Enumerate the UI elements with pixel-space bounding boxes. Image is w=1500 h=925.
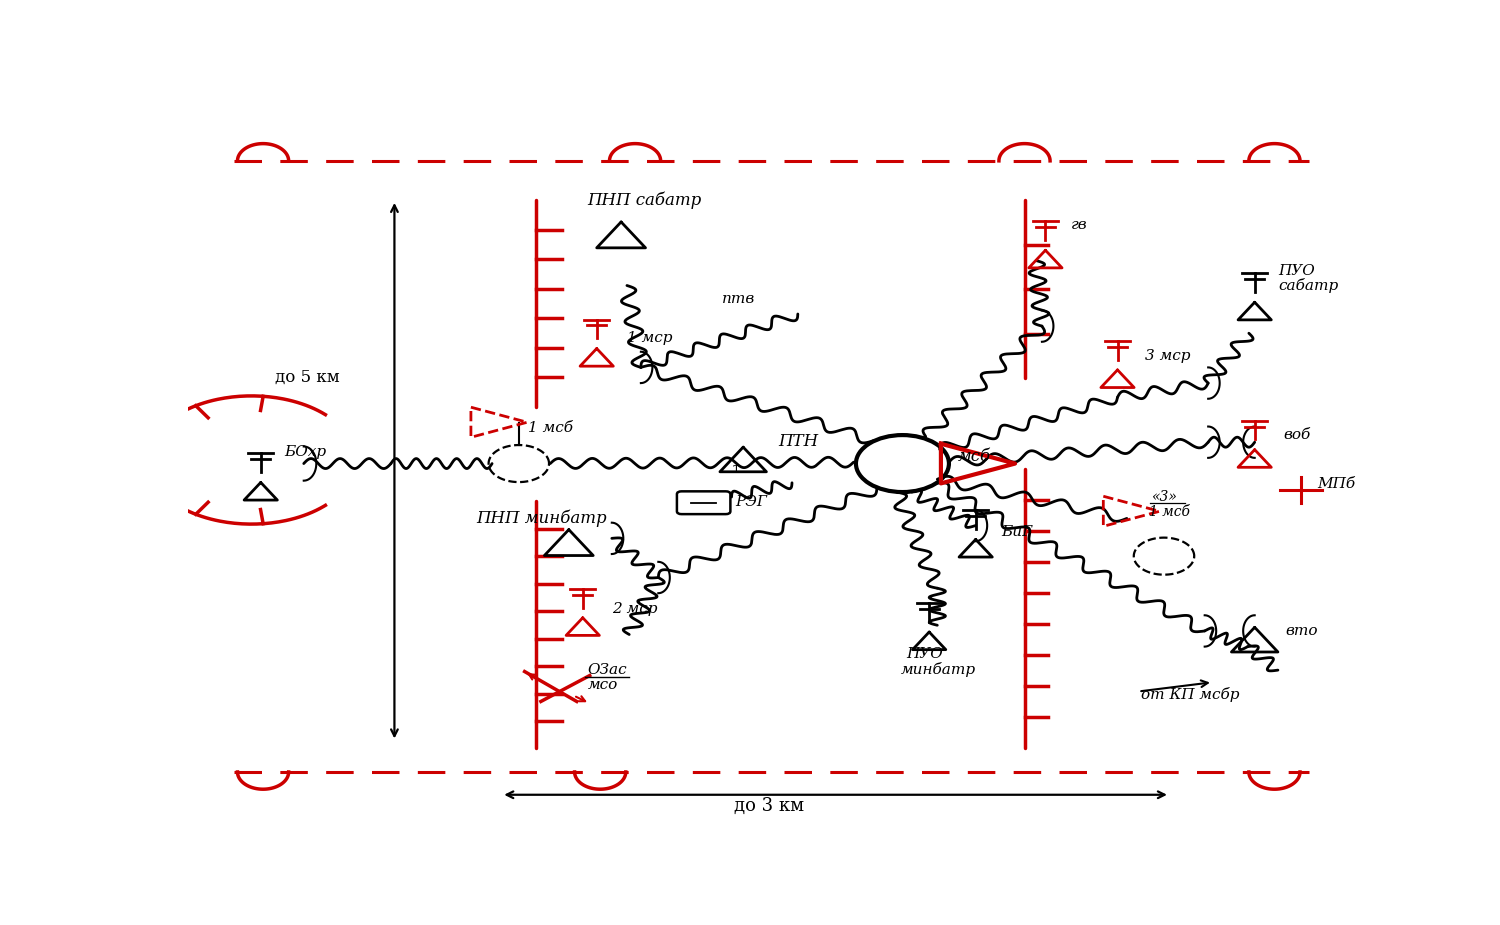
Text: т: т [734, 462, 740, 475]
Text: до 3 км: до 3 км [734, 796, 804, 814]
Text: до 5 км: до 5 км [274, 369, 339, 386]
Text: 2 мср: 2 мср [612, 602, 657, 616]
Text: ПНП минбатр: ПНП минбатр [476, 509, 606, 526]
Text: от КП мсбр: от КП мсбр [1140, 686, 1239, 701]
Text: ОЗас: ОЗас [588, 662, 627, 677]
Text: сабатр: сабатр [1278, 278, 1338, 293]
Text: «3»: «3» [1152, 489, 1179, 503]
Text: 1 мср: 1 мср [627, 331, 672, 345]
Text: минбатр: минбатр [902, 661, 977, 677]
Text: мсо: мсо [588, 678, 618, 692]
Text: ПНП сабатр: ПНП сабатр [588, 191, 702, 209]
Text: РЭГ: РЭГ [735, 495, 766, 510]
Text: ПУО: ПУО [906, 647, 942, 661]
Text: 1 мсб: 1 мсб [528, 421, 573, 435]
Text: ПУО: ПУО [1278, 264, 1314, 278]
Text: птв: птв [723, 292, 756, 306]
Text: ПТН: ПТН [778, 433, 818, 450]
Text: 3 мср: 3 мср [1146, 350, 1191, 364]
Text: 1 мсб: 1 мсб [1149, 504, 1190, 519]
Text: МПб: МПб [1317, 477, 1356, 491]
Text: БиГ: БиГ [1002, 525, 1032, 539]
Text: БОхр: БОхр [284, 445, 326, 459]
Text: гв: гв [1071, 217, 1088, 231]
Text: мсб: мсб [958, 448, 992, 464]
Circle shape [856, 435, 950, 492]
Text: воб: воб [1284, 427, 1311, 441]
FancyBboxPatch shape [676, 491, 730, 514]
Text: вто: вто [1286, 623, 1317, 637]
